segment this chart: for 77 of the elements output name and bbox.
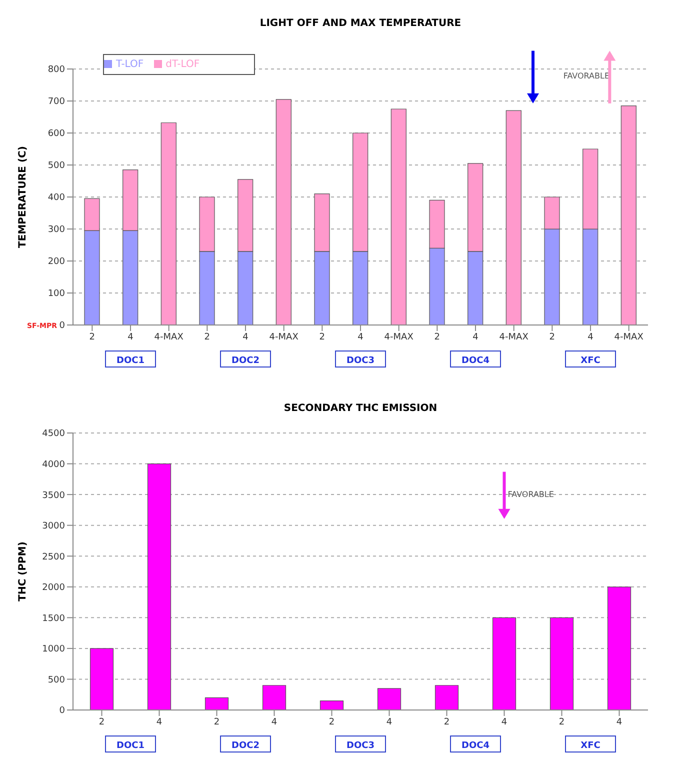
x-tick-label: 4: [588, 332, 594, 342]
x-tick-label: 4: [472, 332, 479, 342]
x-tick-label: 4-MAX: [384, 332, 414, 342]
x-tick-label: 2: [444, 717, 450, 728]
text: DOC3: [346, 356, 374, 366]
text: XFC: [580, 356, 601, 366]
y-tick-label: 1000: [42, 644, 66, 655]
y-tick-label: 2000: [42, 583, 66, 594]
bar: [550, 617, 574, 710]
x-tick-label: 2: [98, 717, 105, 728]
bar: [492, 617, 516, 710]
y-axis-title: THC (PPM): [18, 542, 29, 602]
bar: [262, 685, 286, 710]
bar: [620, 106, 636, 325]
y-tick-label: 400: [48, 193, 66, 204]
bar: [377, 688, 402, 710]
text: DOC1: [116, 741, 144, 751]
text: DOC4: [462, 356, 490, 366]
x-tick-label: 4: [156, 717, 162, 728]
x-tick-label: 4: [128, 332, 134, 342]
x-tick-label: 4: [271, 717, 278, 728]
bar: [147, 463, 172, 710]
x-tick-label: 2: [434, 332, 440, 342]
legend-label: dT-LOF: [166, 59, 200, 70]
x-tick-label: 2: [204, 332, 210, 342]
x-tick-label: 2: [549, 332, 556, 342]
bar: [160, 122, 176, 325]
y-tick-label: 300: [48, 225, 66, 236]
y-tick-label: 4500: [42, 429, 66, 440]
text: DOC2: [232, 741, 260, 751]
x-tick-label: 2: [328, 717, 335, 728]
y-tick-label: 2500: [42, 552, 66, 562]
x-tick-label: 4-MAX: [154, 332, 184, 342]
legend-label: T-LOF: [116, 59, 144, 70]
y-tick-label: 1500: [42, 614, 66, 624]
x-tick-label: 2: [558, 717, 565, 728]
annotation: FAVORABLE: [563, 72, 610, 81]
x-tick-label: 4-MAX: [499, 332, 528, 342]
y-tick-label: 600: [48, 129, 66, 140]
bar: [607, 586, 632, 710]
annotation: FAVORABLE: [508, 490, 554, 499]
y-tick-label: 0: [59, 321, 66, 332]
bar: [506, 110, 522, 325]
text: DOC2: [232, 356, 260, 366]
x-tick-label: 4: [616, 717, 622, 728]
bar: [390, 108, 406, 325]
y-tick-label: 3000: [42, 522, 66, 532]
y-tick-label: 700: [48, 97, 66, 108]
bar: [434, 685, 459, 710]
chart-title: SECONDARY THC EMISSION: [284, 403, 438, 414]
x-tick-label: 4: [358, 332, 364, 342]
y-tick-label: 0: [59, 706, 66, 716]
x-tick-label: 2: [214, 717, 220, 728]
y-tick-label: 800: [48, 65, 66, 76]
x-tick-label: 4-MAX: [614, 332, 644, 342]
y-tick-label: 200: [48, 257, 66, 268]
y-tick-label: 4000: [42, 460, 66, 470]
text: XFC: [580, 741, 601, 751]
bar: [90, 648, 114, 710]
bar: [204, 697, 229, 710]
y-tick-label: 100: [48, 289, 66, 300]
text: DOC4: [462, 741, 490, 751]
x-tick-label: 2: [319, 332, 326, 342]
x-tick-label: 4: [386, 717, 392, 728]
x-tick-label: 2: [89, 332, 96, 342]
chart-title: LIGHT OFF AND MAX TEMPERATURE: [260, 18, 462, 29]
y-axis-title: TEMPERATURE (C): [18, 146, 29, 248]
bar: [320, 700, 344, 710]
x-tick-label: 4-MAX: [269, 332, 298, 342]
text: DOC3: [346, 741, 374, 751]
y-tick-label: 500: [48, 161, 66, 172]
x-tick-label: 4: [242, 332, 249, 342]
bar: [276, 99, 292, 325]
y-tick-label: 3500: [42, 490, 66, 501]
text: DOC1: [116, 356, 144, 366]
x-tick-label: 4: [501, 717, 508, 728]
y-tick-label: 500: [48, 675, 66, 686]
